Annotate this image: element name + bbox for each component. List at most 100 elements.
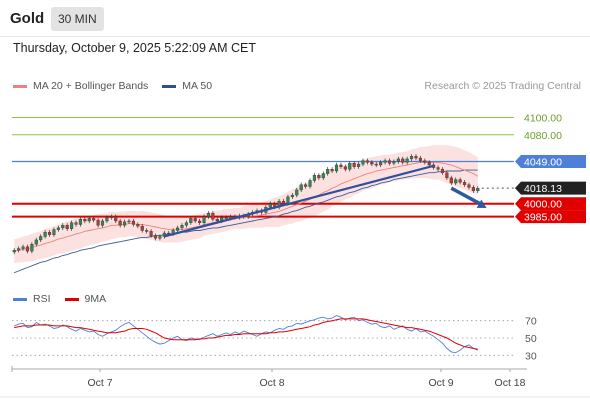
candle-body xyxy=(440,169,445,173)
price-level-label-3: 4018.13 xyxy=(515,181,586,195)
timestamp: Thursday, October 9, 2025 5:22:09 AM CET xyxy=(13,41,256,55)
chart-header: Gold 30 MIN xyxy=(0,0,590,36)
candle-body xyxy=(290,194,294,198)
price-level-label-2: 4049.00 xyxy=(515,155,586,169)
legend-swatch-9ma xyxy=(64,297,79,301)
candle-body xyxy=(74,222,78,225)
candle-body xyxy=(339,164,343,167)
candle-body xyxy=(462,181,467,185)
legend-label-9ma: 9MA xyxy=(84,293,107,305)
trend-line xyxy=(164,164,434,238)
candle-body xyxy=(65,225,69,229)
candle-body xyxy=(409,156,414,160)
candle-body xyxy=(198,220,202,223)
price-level-tag xyxy=(515,197,586,211)
candle-body xyxy=(405,158,409,163)
candle-body xyxy=(281,200,286,204)
candle-body xyxy=(343,166,347,170)
candle-body xyxy=(383,160,387,163)
candle-body xyxy=(131,220,135,225)
candle-body xyxy=(454,179,458,184)
rsi-level-label-2: 30 xyxy=(525,350,537,362)
legend-item-9ma: 9MA xyxy=(64,293,107,305)
candle-body xyxy=(211,213,215,220)
candle-body xyxy=(471,187,475,192)
candle-body xyxy=(268,203,272,208)
bollinger-band xyxy=(14,145,478,264)
candle-body xyxy=(348,163,352,170)
candle-body xyxy=(167,232,171,235)
candle-body xyxy=(357,163,361,167)
candle-body xyxy=(202,216,206,223)
rsi-legend: RSI 9MA xyxy=(13,293,120,305)
legend-item-ma20: MA 20 + Bollinger Bands xyxy=(13,80,148,92)
projection-arrow-shaft xyxy=(450,186,482,206)
candle-body xyxy=(158,236,162,239)
ma20-line xyxy=(14,161,479,252)
candle-body xyxy=(92,218,96,221)
candle-body xyxy=(392,161,396,164)
candle-body xyxy=(334,164,339,172)
timeframe-button[interactable]: 30 MIN xyxy=(51,7,104,31)
price-level-label-0: 4100.00 xyxy=(524,113,562,125)
price-level-tag xyxy=(515,210,586,224)
header-divider xyxy=(0,36,590,37)
candle-body xyxy=(30,244,34,252)
candle-body xyxy=(449,177,453,184)
candle-body xyxy=(96,219,100,226)
candle-body xyxy=(401,158,405,163)
candle-body xyxy=(374,163,378,166)
candle-body xyxy=(123,221,127,226)
candle-body xyxy=(467,184,471,188)
projection-arrow-head xyxy=(476,199,487,209)
candle-body xyxy=(326,169,330,174)
candle-body xyxy=(423,160,427,163)
candle-body xyxy=(109,216,113,218)
candle-body xyxy=(149,231,153,236)
candle-body xyxy=(299,184,303,191)
candle-body xyxy=(352,163,356,167)
candle-body xyxy=(215,219,219,222)
candle-body xyxy=(295,189,299,196)
price-level-text: 4018.13 xyxy=(524,183,562,195)
candle-body xyxy=(308,180,312,187)
candle-body xyxy=(193,218,197,222)
price-level-tag xyxy=(515,155,586,169)
candle-body xyxy=(414,156,418,159)
x-tick-label-1: Oct 8 xyxy=(259,377,284,389)
candle-body xyxy=(17,248,21,251)
price-level-label-5: 3985.00 xyxy=(515,210,586,224)
x-tick-label-3: Oct 18 xyxy=(495,377,526,389)
candle-body xyxy=(365,160,369,163)
candle-body xyxy=(78,219,83,225)
legend-label-ma50: MA 50 xyxy=(182,80,213,92)
candle-body xyxy=(127,220,131,223)
candle-body xyxy=(206,213,211,217)
candle-body xyxy=(39,236,43,241)
legend-item-rsi: RSI xyxy=(13,293,51,305)
candle-body xyxy=(370,162,374,165)
candle-body xyxy=(427,162,431,166)
candle-body xyxy=(12,250,16,253)
candle-body xyxy=(476,188,480,192)
candle-body xyxy=(61,225,65,229)
candle-body xyxy=(418,157,422,161)
candle-body xyxy=(189,218,193,223)
candle-body xyxy=(25,246,30,252)
legend-item-ma50: MA 50 xyxy=(162,80,212,92)
candle-body xyxy=(21,246,25,249)
candle-body xyxy=(70,222,74,229)
candle-body xyxy=(52,229,56,235)
x-tick-label-2: Oct 9 xyxy=(428,377,453,389)
candle-body xyxy=(153,235,158,239)
chart-credit: Research © 2025 Trading Central xyxy=(424,80,581,92)
price-level-text: 4000.00 xyxy=(524,199,562,211)
candle-body xyxy=(321,173,325,179)
price-level-text: 4100.00 xyxy=(524,113,562,125)
candle-body xyxy=(379,162,383,166)
candle-body xyxy=(387,160,392,164)
candle-body xyxy=(436,167,440,170)
candle-body xyxy=(105,217,109,222)
candle-body xyxy=(317,175,321,179)
rsi-level-label-0: 70 xyxy=(525,316,537,328)
